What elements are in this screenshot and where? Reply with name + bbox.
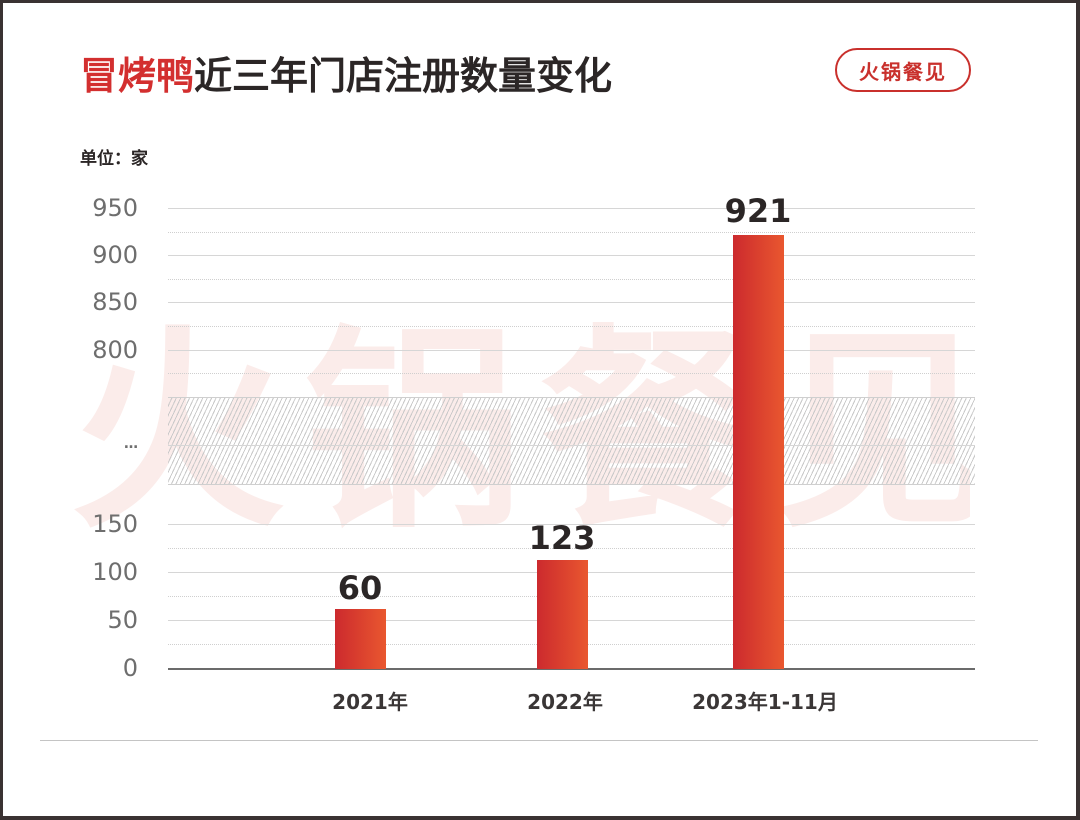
title-rest: 近三年门店注册数量变化	[194, 54, 613, 98]
gridline-800	[168, 350, 975, 351]
x-tick-label: 2023年1-11月	[692, 690, 838, 714]
brand-badge: 火锅餐见	[835, 48, 971, 92]
y-tick-label: 950	[92, 194, 138, 222]
bar-2021	[335, 609, 386, 669]
gridline-850	[168, 302, 975, 303]
y-tick-label: 850	[92, 288, 138, 316]
y-tick-label: 100	[92, 558, 138, 586]
x-tick-label: 2021年	[332, 690, 408, 714]
bar-value-label: 921	[724, 192, 792, 230]
bar-value-label: 123	[528, 519, 596, 557]
gridline-break-center	[168, 445, 975, 446]
axis-break-band	[168, 397, 975, 485]
bar-2023	[733, 235, 784, 669]
gridline-950	[168, 208, 975, 209]
y-break-label: …	[124, 436, 138, 452]
x-tick-label: 2022年	[527, 690, 603, 714]
gridline-minor	[168, 548, 975, 549]
y-tick-label: 50	[107, 606, 138, 634]
y-tick-label: 800	[92, 336, 138, 364]
gridline-minor	[168, 279, 975, 280]
y-tick-label: 150	[92, 510, 138, 538]
unit-label: 单位：家	[80, 149, 148, 169]
y-tick-label: 0	[122, 654, 138, 682]
chart-title: 冒烤鸭近三年门店注册数量变化	[80, 52, 612, 100]
bottom-divider	[40, 740, 1038, 741]
gridline-minor	[168, 326, 975, 327]
gridline-minor	[168, 232, 975, 233]
gridline-150	[168, 524, 975, 525]
gridline-minor	[168, 373, 975, 374]
gridline-900	[168, 255, 975, 256]
y-tick-label: 900	[92, 241, 138, 269]
title-highlight: 冒烤鸭	[80, 54, 195, 98]
bar-value-label: 60	[337, 569, 383, 607]
x-axis-baseline	[168, 668, 975, 670]
bar-2022	[537, 560, 588, 669]
